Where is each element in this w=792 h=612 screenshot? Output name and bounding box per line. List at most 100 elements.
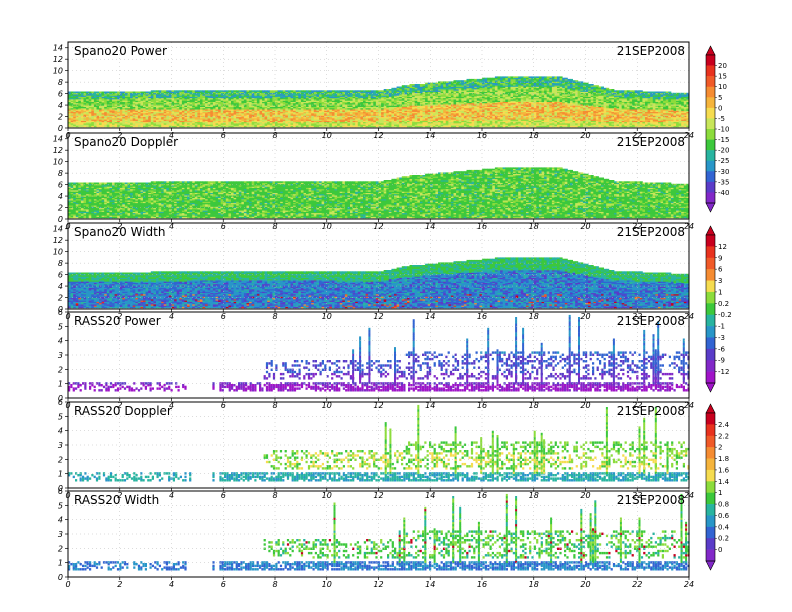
heatmap-cell	[192, 92, 196, 95]
heatmap-cell	[287, 125, 291, 128]
heatmap-cell	[112, 100, 115, 102]
heatmap-cell	[210, 110, 214, 113]
heatmap-cell	[243, 113, 247, 115]
heatmap-cell	[207, 116, 211, 119]
heatmap-cell	[166, 123, 170, 125]
heatmap-cell	[254, 111, 258, 114]
heatmap-cell	[246, 96, 250, 99]
heatmap-cell	[73, 99, 77, 101]
heatmap-cell	[114, 96, 118, 99]
heatmap-cell	[215, 90, 219, 92]
heatmap-cell	[210, 104, 214, 106]
heatmap-cell	[181, 114, 185, 116]
heatmap-cell	[238, 118, 242, 120]
heatmap-cell	[262, 94, 266, 96]
heatmap-cell	[122, 105, 126, 107]
heatmap-cell	[174, 99, 178, 101]
heatmap-cell	[215, 96, 219, 99]
heatmap-cell	[205, 96, 209, 99]
heatmap-cell	[243, 120, 247, 123]
heatmap-cell	[140, 119, 144, 121]
heatmap-cell	[88, 92, 92, 95]
heatmap-cell	[75, 97, 79, 100]
heatmap-cell	[241, 92, 245, 95]
heatmap-cell	[104, 115, 108, 118]
heatmap-cell	[313, 90, 317, 92]
heatmap-cell	[189, 101, 193, 104]
heatmap-cell	[210, 119, 214, 121]
heatmap-cell	[158, 114, 162, 116]
heatmap-cell	[153, 92, 157, 95]
heatmap-cell	[174, 94, 178, 96]
heatmap-cell	[83, 107, 87, 110]
heatmap-cell	[267, 118, 271, 120]
heatmap-cell	[93, 121, 97, 124]
heatmap-cell	[130, 109, 134, 111]
heatmap-cell	[156, 123, 159, 125]
heatmap-cell	[287, 115, 291, 118]
heatmap-cell	[277, 110, 281, 113]
heatmap-cell	[68, 101, 71, 104]
heatmap-cell	[127, 91, 131, 94]
heatmap-cell	[161, 102, 165, 105]
heatmap-cell	[91, 109, 95, 111]
heatmap-cell	[145, 94, 149, 96]
heatmap-cell	[262, 104, 266, 106]
heatmap-cell	[287, 118, 291, 120]
heatmap-cell	[200, 118, 203, 120]
heatmap-cell	[277, 104, 281, 106]
heatmap-cell	[122, 119, 126, 121]
heatmap-cell	[143, 120, 146, 123]
heatmap-cell	[104, 101, 108, 104]
heatmap-cell	[293, 115, 297, 118]
heatmap-cell	[233, 90, 237, 92]
heatmap-cell	[117, 96, 121, 99]
heatmap-cell	[119, 118, 123, 120]
heatmap-cell	[256, 121, 260, 124]
heatmap-cell	[117, 125, 121, 128]
heatmap-cell	[75, 118, 79, 120]
heatmap-cell	[243, 92, 247, 95]
heatmap-cell	[254, 96, 258, 99]
heatmap-cell	[282, 101, 286, 104]
heatmap-cell	[269, 124, 273, 126]
heatmap-cell	[112, 125, 115, 128]
heatmap-cell	[75, 94, 79, 96]
heatmap-cell	[225, 121, 229, 124]
heatmap-cell	[290, 118, 294, 120]
heatmap-cell	[228, 102, 232, 105]
heatmap-cell	[287, 113, 291, 115]
heatmap-cell	[287, 107, 291, 110]
heatmap-cell	[166, 119, 170, 121]
heatmap-cell	[119, 105, 123, 107]
heatmap-cell	[181, 92, 185, 95]
heatmap-cell	[101, 97, 105, 100]
heatmap-cell	[132, 124, 136, 126]
heatmap-cell	[171, 101, 175, 104]
heatmap-cell	[127, 100, 131, 102]
heatmap-cell	[119, 111, 123, 114]
heatmap-cell	[73, 107, 77, 110]
heatmap-cell	[295, 124, 299, 126]
heatmap-cell	[298, 119, 302, 121]
heatmap-cell	[109, 110, 113, 113]
heatmap-cell	[140, 100, 144, 102]
heatmap-cell	[150, 96, 154, 99]
heatmap-cell	[202, 106, 206, 109]
heatmap-cell	[86, 116, 90, 119]
heatmap-cell	[73, 96, 77, 99]
heatmap-cell	[80, 111, 84, 114]
heatmap-cell	[225, 115, 229, 118]
heatmap-cell	[99, 105, 102, 107]
heatmap-cell	[174, 106, 178, 109]
heatmap-cell	[145, 125, 149, 128]
heatmap-cell	[228, 119, 232, 121]
heatmap-cell	[200, 121, 203, 124]
heatmap-cell	[223, 114, 227, 116]
heatmap-cell	[83, 116, 87, 119]
heatmap-cell	[236, 104, 240, 106]
heatmap-cell	[197, 115, 201, 118]
heatmap-cell	[228, 114, 232, 116]
heatmap-cell	[189, 100, 193, 102]
